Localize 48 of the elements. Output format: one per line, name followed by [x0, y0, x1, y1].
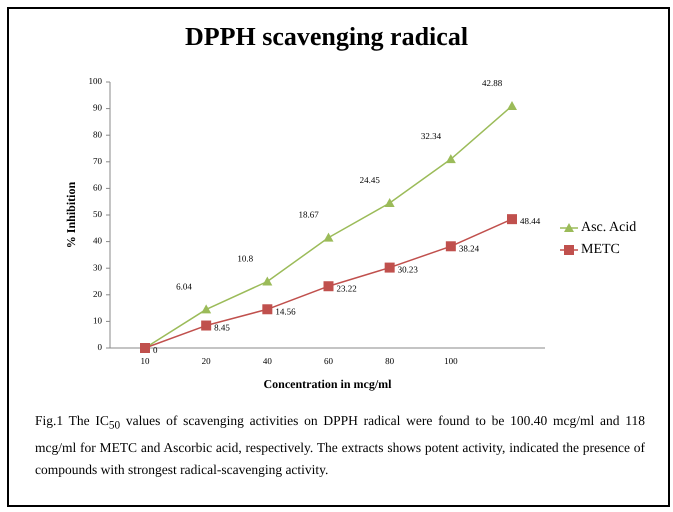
y-tick-label: 80 [93, 129, 102, 140]
point [324, 232, 334, 242]
y-tick-label: 40 [93, 236, 102, 246]
point [507, 100, 517, 110]
point [446, 154, 456, 164]
data-label: 0 [153, 345, 158, 356]
x-tick-label: 10 [140, 356, 150, 366]
data-label: 38.24 [458, 243, 480, 254]
point [324, 281, 334, 292]
legend-label: Asc. Acid [581, 220, 636, 236]
annotation: 24.45 [360, 175, 380, 186]
x-tick-label: 40 [262, 356, 272, 366]
legend-label: METC [581, 242, 620, 258]
y-tick-label: 60 [93, 182, 102, 192]
x-tick-label: 100 [444, 356, 458, 366]
y-tick-label: 20 [93, 288, 102, 299]
point [384, 262, 395, 273]
point [262, 276, 272, 286]
point [262, 304, 272, 314]
x-axis-title: Concentration in mcg/ml [264, 377, 392, 391]
y-tick-label: 0 [98, 342, 102, 352]
x-tick-label: 20 [202, 356, 212, 366]
annotation: 32.34 [420, 131, 442, 142]
point [201, 304, 212, 314]
data-label: 30.23 [398, 264, 418, 275]
data-label: 8.45 [214, 322, 230, 333]
point [384, 198, 395, 208]
annotation: 10.8 [237, 254, 254, 264]
point [201, 320, 212, 331]
x-tick-label: 60 [324, 356, 334, 366]
annotation: 18.67 [298, 210, 320, 220]
y-tick-label: 10 [93, 315, 102, 326]
x-tick-label: 80 [385, 356, 395, 366]
point [507, 214, 517, 224]
chart-title: DPPH scavenging radical [184, 22, 468, 51]
point [446, 241, 456, 252]
y-tick-label: 100 [88, 76, 102, 86]
data-label: 23.22 [336, 283, 357, 294]
caption: Fig.1 The IC$_{50}$ values of scavenging activities on DPPH radical were found to be 100.40 mcg/ml and 118 mcg/ml for METC and Ascorbic acid, respectively. The extracts shows potent activity, indicated the presence of compounds with strongest radical-scavenging activity. [35, 412, 645, 479]
y-tick-label: 50 [93, 209, 102, 220]
data-label: 14.56 [275, 306, 296, 316]
annotation: 6.04 [176, 281, 192, 292]
y-tick-label: 70 [93, 156, 102, 166]
y-tick-label: 30 [93, 262, 102, 272]
y-axis-title: % Inhibition [64, 182, 78, 248]
y-tick-label: 90 [93, 102, 102, 113]
data-label: 48.44 [520, 216, 541, 226]
annotation: 42.88 [482, 78, 503, 88]
